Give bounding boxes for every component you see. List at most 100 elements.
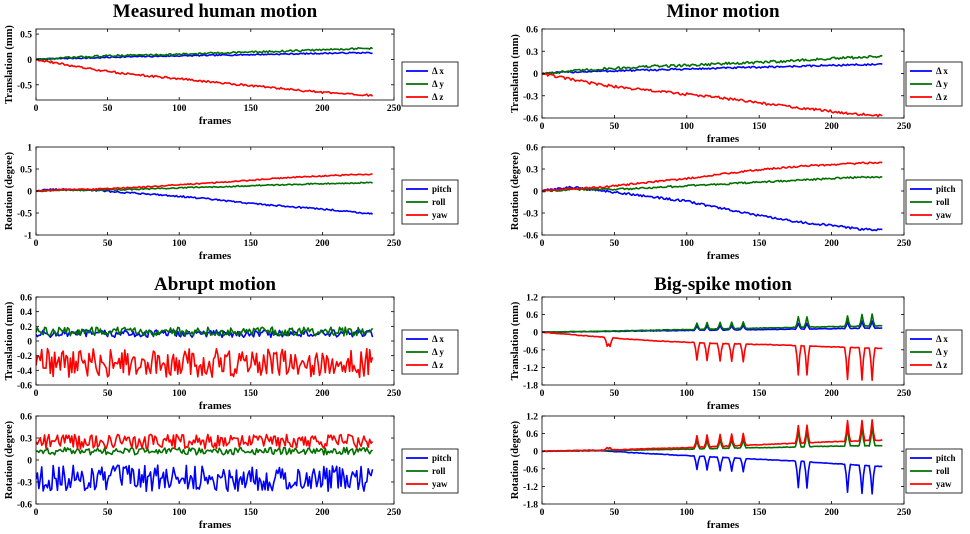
y-tick-label: -0.5 <box>17 81 32 91</box>
x-tick-label: 50 <box>103 104 113 114</box>
x-tick-label: 100 <box>680 389 695 399</box>
x-tick-label: 50 <box>103 508 113 518</box>
y-tick-label: -0.6 <box>523 465 538 475</box>
chart-title: Measured human motion <box>113 1 318 22</box>
x-tick-label: 150 <box>244 508 259 518</box>
legend-entry: roll <box>432 197 446 207</box>
x-tick-label: 50 <box>610 508 620 518</box>
plot-frame <box>35 415 395 505</box>
legend-entry: pitch <box>936 184 956 194</box>
x-axis-label: frames <box>199 115 232 127</box>
y-tick-label: 0.3 <box>526 166 538 176</box>
series-line-yaw <box>542 161 883 192</box>
legend-entry: yaw <box>936 479 952 489</box>
x-tick-label: 150 <box>244 389 259 399</box>
y-tick-label: 0 <box>27 56 32 66</box>
y-tick-label: 1 <box>27 144 32 154</box>
x-tick-label: 150 <box>752 508 767 518</box>
x-tick-label: 50 <box>610 239 620 249</box>
y-tick-label: -1.8 <box>523 382 538 392</box>
y-tick-label: 0.6 <box>526 430 538 440</box>
series-line-yaw <box>36 433 374 450</box>
series-line-pitch <box>36 187 374 215</box>
y-tick-label: 0 <box>27 457 32 467</box>
y-tick-label: 0.2 <box>20 323 32 333</box>
chart-panel-2: Minor motion 0 50 100 150 200 250 frames -0.6 -0.… <box>510 1 963 145</box>
x-tick-label: 250 <box>387 508 402 518</box>
x-tick-label: 0 <box>34 104 39 114</box>
x-tick-label: 50 <box>610 122 620 132</box>
legend-entry: Δ z <box>936 92 947 102</box>
series-line-y <box>542 54 883 75</box>
x-tick-label: 200 <box>315 508 330 518</box>
series-line-roll <box>36 446 374 456</box>
x-tick-label: 250 <box>387 239 402 249</box>
x-tick-label: 150 <box>752 122 767 132</box>
y-tick-label: -0.3 <box>17 479 32 489</box>
legend-entry: Δ y <box>936 79 948 89</box>
x-tick-label: 200 <box>824 239 839 249</box>
legend-entry: pitch <box>432 184 452 194</box>
x-tick-label: 250 <box>387 104 402 114</box>
y-tick-label: -0.5 <box>17 210 32 220</box>
x-tick-label: 200 <box>824 389 839 399</box>
y-tick-label: -1.8 <box>523 501 538 511</box>
plot-frame <box>541 28 905 119</box>
x-axis-label: frames <box>707 400 740 412</box>
series-line-y <box>36 326 374 337</box>
y-tick-label: -0.6 <box>17 501 32 511</box>
legend-entry: Δ x <box>432 66 444 76</box>
y-axis-label: Rotation (degree) <box>510 420 521 499</box>
y-axis-label: Translation (mm) <box>510 34 521 113</box>
y-axis-label: Rotation (degree) <box>4 420 15 499</box>
y-tick-label: 0.6 <box>526 144 538 154</box>
y-axis-label: Rotation (degree) <box>510 151 521 230</box>
x-axis-label: frames <box>199 250 232 262</box>
x-tick-label: 250 <box>897 122 912 132</box>
chart-panel-4: 0 50 100 150 200 250 frames -0.6 -0.3 0 0.3 0.6 Rota… <box>510 144 963 262</box>
x-tick-label: 50 <box>610 389 620 399</box>
y-tick-label: -0.3 <box>523 92 538 102</box>
chart-title: Big-spike motion <box>654 274 792 295</box>
x-tick-label: 0 <box>34 508 39 518</box>
chart-title: Minor motion <box>666 1 780 22</box>
y-tick-label: 0.3 <box>526 48 538 58</box>
legend-entry: Δ x <box>432 334 444 344</box>
y-tick-label: 0 <box>27 188 32 198</box>
legend-entry: Δ y <box>936 347 948 357</box>
legend: Δ x Δ y Δ z <box>401 329 459 375</box>
plot-frame <box>35 28 395 101</box>
series-line-pitch <box>542 449 883 495</box>
y-tick-label: 0 <box>533 188 538 198</box>
x-tick-label: 200 <box>824 122 839 132</box>
x-tick-label: 100 <box>172 104 187 114</box>
x-tick-label: 0 <box>540 122 545 132</box>
plot-frame <box>35 296 395 386</box>
legend-entry: Δ z <box>432 360 443 370</box>
y-tick-label: -0.6 <box>17 382 32 392</box>
x-tick-label: 150 <box>244 239 259 249</box>
y-tick-label: -0.6 <box>523 232 538 242</box>
x-tick-label: 0 <box>34 389 39 399</box>
legend-entry: roll <box>936 466 950 476</box>
chart-panel-5: Abrupt motion 0 50 100 150 200 250 frames -0.6 -0… <box>4 274 459 412</box>
y-tick-label: 0.6 <box>20 294 32 304</box>
legend-entry: Δ y <box>432 347 444 357</box>
x-axis-label: frames <box>199 400 232 412</box>
x-axis-label: frames <box>707 519 740 531</box>
x-tick-label: 150 <box>752 389 767 399</box>
x-tick-label: 250 <box>897 239 912 249</box>
y-tick-label: -0.6 <box>523 115 538 125</box>
y-tick-label: 1.2 <box>526 294 538 304</box>
chart-title: Abrupt motion <box>154 274 276 295</box>
y-tick-label: 0.5 <box>20 166 32 176</box>
x-tick-label: 150 <box>752 239 767 249</box>
legend-entry: yaw <box>936 210 952 220</box>
legend-entry: roll <box>432 466 446 476</box>
x-tick-label: 100 <box>680 122 695 132</box>
legend: Δ x Δ y Δ z <box>905 61 963 107</box>
x-tick-label: 250 <box>897 389 912 399</box>
x-tick-label: 0 <box>540 508 545 518</box>
x-axis-label: frames <box>707 250 740 262</box>
x-tick-label: 0 <box>540 239 545 249</box>
